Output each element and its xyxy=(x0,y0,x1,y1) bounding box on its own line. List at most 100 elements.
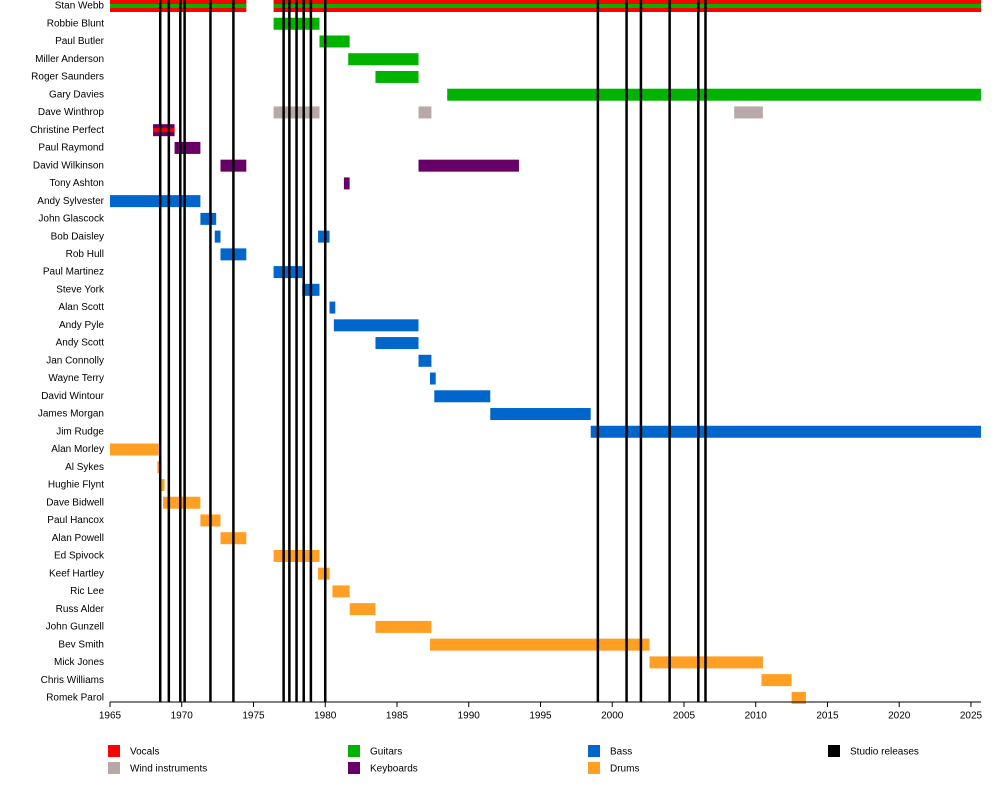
member-label: Andy Scott xyxy=(56,338,105,349)
legend-swatch xyxy=(348,745,360,757)
member-label: Paul Butler xyxy=(55,36,105,47)
member-label: Stan Webb xyxy=(55,1,105,12)
member-bar xyxy=(375,337,419,350)
member-label: Andy Sylvester xyxy=(37,196,104,207)
member-bar xyxy=(791,691,806,704)
member-label: Ed Spivock xyxy=(54,551,105,562)
member-label: Rob Hull xyxy=(66,249,104,260)
legend-label: Wind instruments xyxy=(130,764,207,775)
member-label: Ric Lee xyxy=(70,586,104,597)
member-bar xyxy=(429,638,650,651)
member-bar xyxy=(375,620,432,633)
member-bar xyxy=(418,106,432,119)
member-bar xyxy=(734,106,763,119)
legend-swatch xyxy=(588,745,600,757)
member-label: Bob Daisley xyxy=(51,231,104,242)
legend-swatch xyxy=(108,762,120,774)
member-bar-stripe xyxy=(110,4,247,8)
legend-label: Keyboards xyxy=(370,764,418,775)
member-label: Gary Davies xyxy=(49,89,104,100)
member-label: Dave Winthrop xyxy=(38,107,105,118)
x-tick-label: 1985 xyxy=(386,711,409,722)
legend-label: Guitars xyxy=(370,747,402,758)
member-bar xyxy=(349,603,376,616)
member-label: Bev Smith xyxy=(58,639,104,650)
member-label: Robbie Blunt xyxy=(47,18,104,29)
legend-swatch xyxy=(828,745,840,757)
legend-label: Bass xyxy=(610,747,632,758)
member-bar xyxy=(273,266,303,279)
member-label: John Glascock xyxy=(38,214,105,225)
member-label: Mick Jones xyxy=(54,657,104,668)
member-bar xyxy=(318,230,330,243)
x-tick-label: 2020 xyxy=(888,711,911,722)
member-label: Paul Raymond xyxy=(38,143,104,154)
member-bar xyxy=(418,159,519,172)
member-label: John Gunzell xyxy=(46,622,104,633)
member-bar xyxy=(434,390,491,403)
member-label: Paul Martinez xyxy=(43,267,104,278)
x-tick-label: 2005 xyxy=(673,711,696,722)
member-label: Russ Alder xyxy=(56,604,105,615)
x-tick-label: 2000 xyxy=(601,711,624,722)
member-label: David Wilkinson xyxy=(33,160,104,171)
member-bar xyxy=(161,478,165,491)
legend-swatch xyxy=(108,745,120,757)
x-tick-label: 2015 xyxy=(816,711,839,722)
member-label: Hughie Flynt xyxy=(48,480,104,491)
member-label: Jim Rudge xyxy=(56,426,104,437)
member-label: Tony Ashton xyxy=(50,178,104,189)
member-label: Steve York xyxy=(56,284,105,295)
member-bar xyxy=(590,425,981,438)
member-label: Alan Morley xyxy=(51,444,104,455)
member-label: Dave Bidwell xyxy=(46,497,104,508)
legend-swatch xyxy=(588,762,600,774)
member-bar xyxy=(375,70,419,83)
member-bar-stripe xyxy=(153,128,175,133)
member-bar xyxy=(319,35,350,48)
member-label: Chris Williams xyxy=(41,675,104,686)
x-tick-label: 1965 xyxy=(99,711,122,722)
member-label: Paul Hancox xyxy=(47,515,104,526)
x-tick-label: 1990 xyxy=(458,711,481,722)
legend-swatch xyxy=(348,762,360,774)
member-label: Romek Parol xyxy=(46,693,104,704)
member-bar xyxy=(429,372,436,385)
member-label: Miller Anderson xyxy=(35,54,104,65)
x-tick-label: 2010 xyxy=(745,711,768,722)
member-label: Wayne Terry xyxy=(48,373,104,384)
member-label: Alan Powell xyxy=(52,533,104,544)
member-bar xyxy=(163,496,201,509)
member-label: Al Sykes xyxy=(65,462,104,473)
member-bar xyxy=(110,195,201,208)
member-bar xyxy=(110,443,159,456)
member-bar xyxy=(329,301,336,314)
member-bar xyxy=(343,177,350,190)
member-label: David Wintour xyxy=(41,391,104,402)
member-bar xyxy=(214,230,221,243)
x-tick-label: 1970 xyxy=(171,711,194,722)
legend-label: Vocals xyxy=(130,747,159,758)
member-label: Roger Saunders xyxy=(31,72,104,83)
legend-label: Drums xyxy=(610,764,639,775)
member-bar xyxy=(333,319,419,332)
member-bar xyxy=(318,567,330,580)
x-tick-label: 1980 xyxy=(314,711,337,722)
member-bar xyxy=(174,141,201,154)
member-bar xyxy=(418,354,432,367)
member-bar xyxy=(761,674,792,687)
legend-label: Studio releases xyxy=(850,747,919,758)
member-label: James Morgan xyxy=(38,409,104,420)
x-tick-label: 1995 xyxy=(529,711,552,722)
member-bar xyxy=(490,408,591,421)
member-label: Alan Scott xyxy=(58,302,104,313)
member-label: Keef Hartley xyxy=(49,568,104,579)
member-label: Jan Connolly xyxy=(46,355,104,366)
member-label: Christine Perfect xyxy=(30,125,104,136)
x-tick-label: 1975 xyxy=(242,711,265,722)
member-label: Andy Pyle xyxy=(59,320,104,331)
x-tick-label: 2025 xyxy=(960,711,983,722)
member-bar xyxy=(348,53,419,66)
member-bar xyxy=(447,88,981,101)
